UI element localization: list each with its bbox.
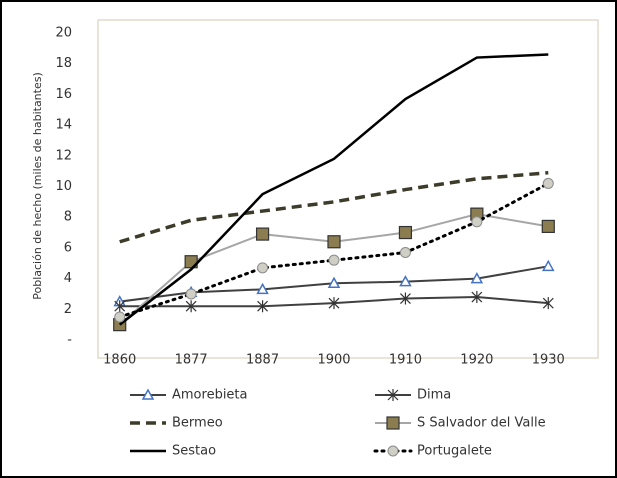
x-tick-label: 1910: [389, 353, 422, 368]
marker: [328, 297, 340, 310]
legend-label: Dima: [417, 388, 451, 403]
marker: [399, 275, 412, 287]
y-tick-label: 14: [55, 118, 72, 133]
y-tick-label: 20: [55, 26, 72, 41]
y-tick-label: 4: [64, 271, 72, 286]
marker: [542, 259, 555, 272]
marker: [542, 297, 554, 310]
marker: [399, 247, 411, 259]
marker: [114, 300, 126, 313]
marker: [257, 262, 269, 274]
y-tick-label: 8: [64, 210, 72, 225]
marker: [185, 300, 197, 313]
marker: [541, 219, 555, 234]
marker: [114, 311, 126, 323]
marker: [471, 216, 483, 228]
legend-label: Amorebieta: [172, 388, 248, 403]
marker: [471, 291, 483, 304]
y-tick-label: 12: [55, 148, 72, 163]
marker: [470, 272, 484, 284]
marker: [327, 276, 341, 288]
legend-label: Portugalete: [417, 444, 492, 459]
series-line: [118, 53, 549, 326]
y-axis-title: Población de hecho (miles de habitantes): [31, 72, 44, 300]
marker: [185, 288, 197, 300]
legend-label: Bermeo: [172, 416, 223, 431]
y-tick-label: 2: [64, 302, 72, 317]
y-tick-label: 6: [64, 240, 72, 255]
y-tick-label: 10: [55, 179, 72, 194]
y-tick-label: -: [67, 333, 72, 348]
marker: [256, 282, 269, 295]
x-tick-label: 1877: [175, 353, 208, 368]
legend-marker: [141, 388, 155, 400]
plot-frame: [97, 19, 599, 359]
x-tick-label: 1860: [103, 353, 136, 368]
marker: [255, 227, 270, 241]
x-tick-label: 1920: [460, 353, 493, 368]
y-tick-label: 18: [55, 56, 72, 71]
y-tick-label: 16: [55, 87, 72, 102]
marker: [328, 254, 340, 266]
x-tick-label: 1930: [532, 353, 565, 368]
marker: [327, 235, 341, 249]
marker: [257, 300, 268, 313]
marker: [542, 177, 554, 189]
marker: [400, 292, 411, 305]
legend-label: Sestao: [172, 444, 216, 459]
legend-marker: [386, 416, 400, 430]
legend-marker: [387, 445, 399, 457]
x-tick-label: 1887: [246, 353, 279, 368]
x-tick-label: 1900: [317, 353, 350, 368]
marker: [398, 225, 413, 240]
legend-label: S Salvador del Valle: [417, 416, 546, 431]
legend-marker: [387, 389, 399, 401]
